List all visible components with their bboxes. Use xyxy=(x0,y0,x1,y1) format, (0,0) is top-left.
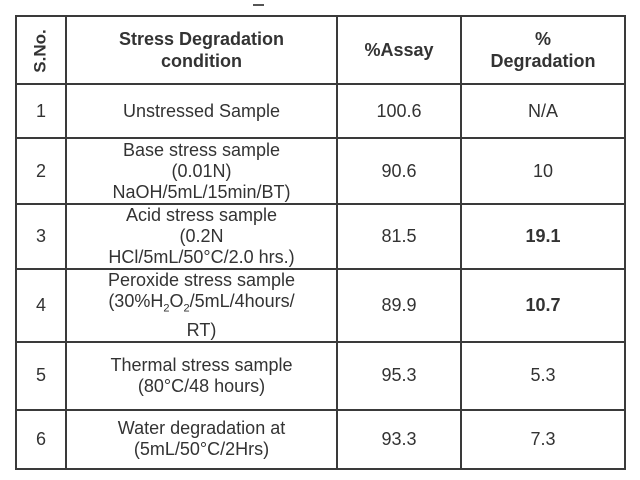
table-row: 5 Thermal stress sample (80°C/48 hours) … xyxy=(15,340,626,411)
condition-line: RT) xyxy=(186,319,217,340)
condition-line: Unstressed Sample xyxy=(122,100,281,121)
condition-line: Thermal stress sample xyxy=(110,354,293,375)
cell-degradation: 19.1 xyxy=(460,203,626,270)
cell-assay: 89.9 xyxy=(336,268,462,343)
cell-sno: 5 xyxy=(15,340,67,411)
header-row: S.No. Stress Degradation condition %Assa… xyxy=(15,15,626,85)
condition-line: Base stress sample xyxy=(122,139,281,160)
cell-degradation: 7.3 xyxy=(460,408,626,470)
condition-line: (80°C/48 hours) xyxy=(137,375,266,396)
top-mark xyxy=(253,4,264,6)
cell-condition: Thermal stress sample (80°C/48 hours) xyxy=(65,340,338,411)
cell-condition: Water degradation at (5mL/50°C/2Hrs) xyxy=(65,408,338,470)
subscript: 2 xyxy=(183,302,190,315)
cell-assay: 93.3 xyxy=(336,408,462,470)
cell-assay: 81.5 xyxy=(336,203,462,270)
condition-line: NaOH/5mL/15min/BT) xyxy=(112,181,291,202)
cell-sno: 6 xyxy=(15,408,67,470)
header-sno-label: S.No. xyxy=(30,28,50,73)
cell-sno: 4 xyxy=(15,268,67,343)
table-row: 1 Unstressed Sample 100.6 N/A xyxy=(15,83,626,139)
table-row: 4 Peroxide stress sample (30%H2O2/5mL/4h… xyxy=(15,268,626,343)
cell-condition: Acid stress sample (0.2N HCl/5mL/50°C/2.… xyxy=(65,203,338,270)
cell-assay: 100.6 xyxy=(336,83,462,139)
stress-degradation-table: S.No. Stress Degradation condition %Assa… xyxy=(15,15,626,470)
condition-line: (0.2N xyxy=(179,226,224,246)
subscript: 2 xyxy=(163,302,170,315)
condition-line: HCl/5mL/50°C/2.0 hrs.) xyxy=(108,247,295,267)
cell-sno: 1 xyxy=(15,83,67,139)
condition-frag: (30%H xyxy=(108,291,164,311)
header-degradation-line1: % xyxy=(534,29,551,49)
condition-line: Peroxide stress sample xyxy=(107,270,296,290)
cell-degradation: 10.7 xyxy=(460,268,626,343)
cell-condition: Peroxide stress sample (30%H2O2/5mL/4hou… xyxy=(65,268,338,343)
header-degradation: % Degradation xyxy=(460,15,626,85)
cell-condition: Base stress sample (0.01N) NaOH/5mL/15mi… xyxy=(65,137,338,205)
condition-line: Acid stress sample xyxy=(125,205,278,225)
cell-degradation: N/A xyxy=(460,83,626,139)
cell-sno: 2 xyxy=(15,137,67,205)
cell-degradation: 5.3 xyxy=(460,340,626,411)
condition-line: (0.01N) xyxy=(171,160,232,181)
condition-line: Water degradation at xyxy=(117,418,286,439)
cell-condition: Unstressed Sample xyxy=(65,83,338,139)
condition-line: (5mL/50°C/2Hrs) xyxy=(133,439,270,460)
condition-line: (30%H2O2/5mL/4hours/ xyxy=(67,291,336,320)
condition-frag: O xyxy=(169,291,184,311)
condition-frag: /5mL/4hours/ xyxy=(189,291,295,311)
table-row: 3 Acid stress sample (0.2N HCl/5mL/50°C/… xyxy=(15,203,626,270)
header-degradation-line2: Degradation xyxy=(490,51,596,71)
table-row: 6 Water degradation at (5mL/50°C/2Hrs) 9… xyxy=(15,408,626,470)
cell-assay: 95.3 xyxy=(336,340,462,411)
table-row: 2 Base stress sample (0.01N) NaOH/5mL/15… xyxy=(15,137,626,205)
cell-sno: 3 xyxy=(15,203,67,270)
header-condition-line2: condition xyxy=(161,51,242,71)
cell-assay: 90.6 xyxy=(336,137,462,205)
header-sno: S.No. xyxy=(15,15,67,85)
header-condition: Stress Degradation condition xyxy=(65,15,338,85)
cell-degradation: 10 xyxy=(460,137,626,205)
header-condition-line1: Stress Degradation xyxy=(118,29,285,49)
header-assay: %Assay xyxy=(336,15,462,85)
